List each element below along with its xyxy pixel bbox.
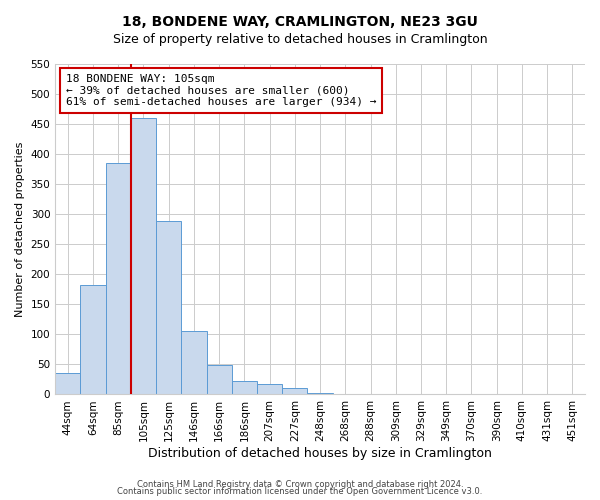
- Bar: [131, 118, 156, 394]
- Bar: [156, 222, 181, 394]
- Text: Size of property relative to detached houses in Cramlington: Size of property relative to detached ho…: [113, 32, 487, 46]
- Text: 18, BONDENE WAY, CRAMLINGTON, NE23 3GU: 18, BONDENE WAY, CRAMLINGTON, NE23 3GU: [122, 15, 478, 29]
- Bar: [232, 380, 257, 394]
- Bar: [55, 374, 80, 394]
- Bar: [106, 163, 131, 394]
- Bar: [257, 384, 282, 394]
- Text: Contains HM Land Registry data © Crown copyright and database right 2024.: Contains HM Land Registry data © Crown c…: [137, 480, 463, 489]
- X-axis label: Distribution of detached houses by size in Cramlington: Distribution of detached houses by size …: [148, 447, 492, 460]
- Bar: [181, 332, 206, 394]
- Text: Contains public sector information licensed under the Open Government Licence v3: Contains public sector information licen…: [118, 487, 482, 496]
- Bar: [282, 388, 307, 394]
- Bar: [206, 365, 232, 394]
- Bar: [80, 284, 106, 395]
- Y-axis label: Number of detached properties: Number of detached properties: [15, 142, 25, 317]
- Text: 18 BONDENE WAY: 105sqm
← 39% of detached houses are smaller (600)
61% of semi-de: 18 BONDENE WAY: 105sqm ← 39% of detached…: [66, 74, 376, 107]
